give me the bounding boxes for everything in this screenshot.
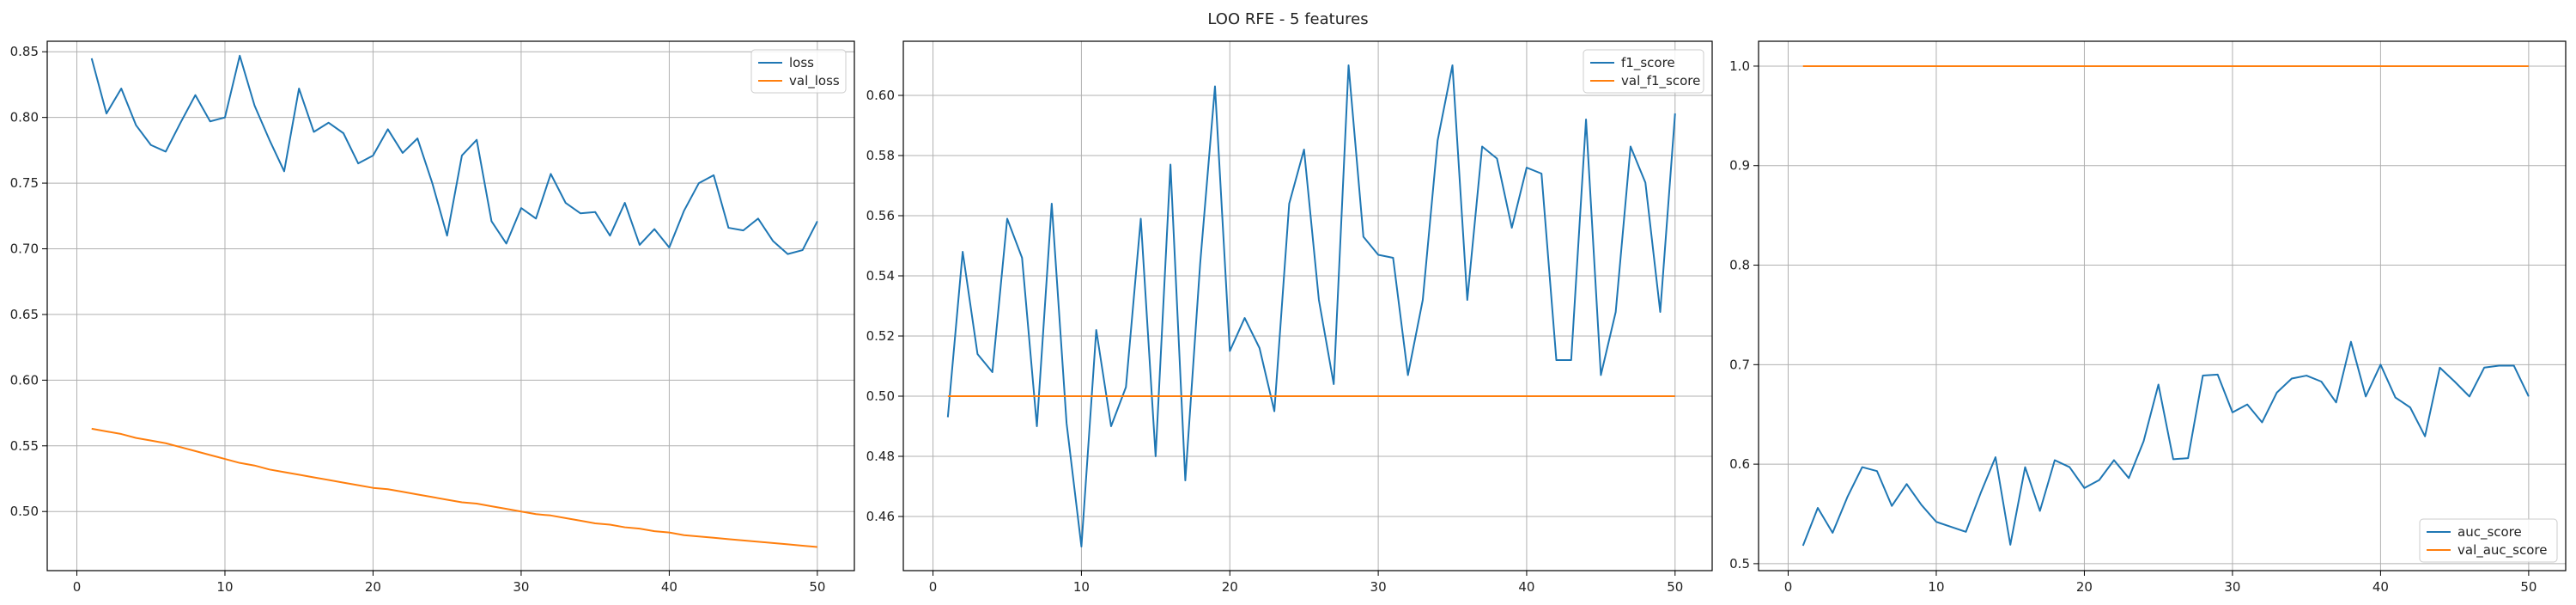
x-tick-label: 10 bbox=[1928, 579, 1944, 595]
x-tick-label: 50 bbox=[2520, 579, 2537, 595]
y-tick-label: 0.85 bbox=[10, 44, 39, 59]
x-tick-label: 50 bbox=[809, 579, 825, 595]
subplot-1: 0 10 20 30 40 50 0.50 0.55 0.60 0.65 0.70 0.75 0.80 0… bbox=[10, 40, 855, 595]
x-tick-label: 10 bbox=[216, 579, 233, 595]
y-tick-label: 0.8 bbox=[1729, 258, 1750, 273]
y-tick-label: 0.58 bbox=[866, 148, 895, 163]
x-tick-label: 0 bbox=[929, 579, 938, 595]
x-tick-label: 0 bbox=[73, 579, 82, 595]
y-tick-label: 0.54 bbox=[866, 268, 895, 284]
series-line-auc_score bbox=[1801, 340, 2530, 547]
y-tick-label: 0.75 bbox=[10, 175, 39, 191]
plot-area bbox=[47, 41, 854, 571]
axes-frame bbox=[46, 40, 855, 571]
x-tick-label: 30 bbox=[1370, 579, 1387, 595]
y-tick-label: 0.60 bbox=[866, 88, 895, 103]
legend-label-val_auc_score: val_auc_score bbox=[2458, 542, 2548, 559]
series-line-loss bbox=[90, 54, 818, 255]
x-tick-label: 20 bbox=[365, 579, 381, 595]
x-tick-label: 20 bbox=[2076, 579, 2093, 595]
x-tick-label: 40 bbox=[2372, 579, 2389, 595]
plot-area bbox=[1759, 41, 2566, 571]
series-line-f1_score bbox=[946, 64, 1676, 547]
y-tick-label: 0.56 bbox=[866, 208, 895, 223]
legend-label-loss: loss bbox=[789, 55, 814, 70]
subplot-3: 0 10 20 30 40 50 0.5 0.6 0.7 0.8 0.9 1.0 auc_scoreva… bbox=[1729, 40, 2567, 595]
x-tick-label: 0 bbox=[1784, 579, 1793, 595]
y-tick-label: 0.50 bbox=[10, 504, 39, 519]
axes-frame bbox=[902, 40, 1713, 571]
subplot-2: 0 10 20 30 40 50 0.46 0.48 0.50 0.52 0.54 0.56 0.58 0… bbox=[866, 40, 1713, 595]
x-tick-label: 40 bbox=[1518, 579, 1534, 595]
x-tick-label: 20 bbox=[1222, 579, 1238, 595]
y-tick-label: 0.46 bbox=[866, 509, 895, 524]
legend-label-f1_score: f1_score bbox=[1621, 55, 1675, 71]
y-tick-label: 0.80 bbox=[10, 110, 39, 125]
axes-frame bbox=[1758, 40, 2567, 571]
y-tick-label: 0.65 bbox=[10, 307, 39, 322]
y-tick-label: 0.50 bbox=[866, 388, 895, 404]
y-tick-label: 0.48 bbox=[866, 449, 895, 464]
legend: f1_score val_f1_score bbox=[1583, 49, 1704, 94]
y-tick-label: 0.60 bbox=[10, 372, 39, 388]
y-tick-label: 0.9 bbox=[1729, 158, 1750, 174]
legend-label-auc_score: auc_score bbox=[2458, 524, 2522, 541]
y-tick-label: 0.7 bbox=[1729, 357, 1750, 372]
y-tick-label: 1.0 bbox=[1729, 58, 1750, 74]
legend: loss val_loss bbox=[750, 49, 847, 94]
legend-label-val_f1_score: val_f1_score bbox=[1621, 73, 1700, 89]
legend-box bbox=[1583, 49, 1704, 94]
plot-area bbox=[903, 41, 1712, 571]
x-tick-label: 50 bbox=[1667, 579, 1683, 595]
legend-label-val_loss: val_loss bbox=[789, 73, 840, 89]
y-tick-label: 0.52 bbox=[866, 328, 895, 344]
legend-box bbox=[2419, 518, 2558, 563]
figure-suptitle: LOO RFE - 5 features bbox=[1207, 10, 1368, 28]
subplot-panels: 0 10 20 30 40 500.500.550.600.650.700.750.800… bbox=[10, 40, 2567, 595]
legend-box bbox=[750, 49, 847, 94]
x-tick-label: 10 bbox=[1073, 579, 1090, 595]
x-tick-label: 30 bbox=[513, 579, 529, 595]
series-line-val_loss bbox=[91, 427, 817, 548]
y-tick-label: 0.6 bbox=[1729, 456, 1750, 472]
y-tick-label: 0.70 bbox=[10, 241, 39, 257]
x-tick-label: 40 bbox=[661, 579, 677, 595]
y-tick-label: 0.55 bbox=[10, 438, 39, 454]
y-tick-label: 0.5 bbox=[1729, 556, 1750, 571]
x-tick-label: 30 bbox=[2224, 579, 2240, 595]
